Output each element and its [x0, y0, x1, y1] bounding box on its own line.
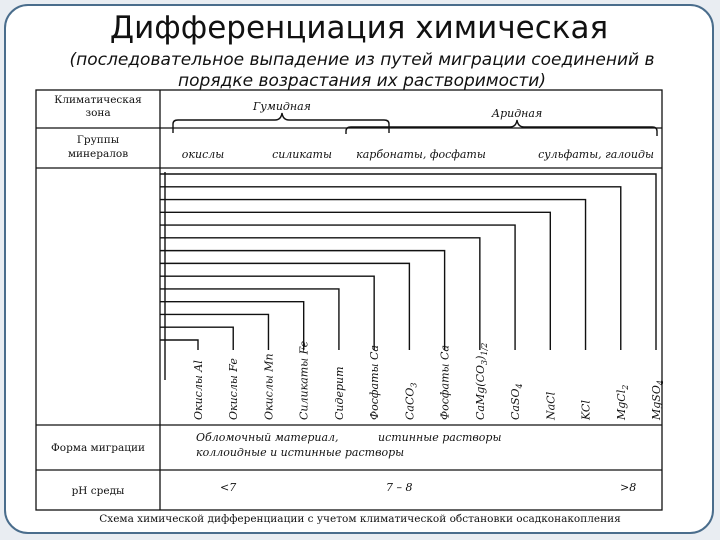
compound-label: Фосфаты Ca [439, 345, 452, 420]
table-border [35, 89, 663, 511]
arid-brace [345, 119, 658, 136]
migration-path [160, 173, 657, 350]
compound-label: Силикаты Fe [298, 340, 311, 420]
migration-paths [160, 172, 657, 380]
ph-value-alkaline: >8 [620, 481, 636, 494]
table-grid [35, 89, 663, 511]
row-label-groups-1: Группы [77, 134, 119, 146]
migration-path [160, 300, 305, 350]
migration-label-clastic: Обломочный материал, [196, 431, 339, 444]
slide-frame: Дифференциация химическая (последователь… [4, 4, 714, 534]
compound-label: CaSO4 [509, 383, 524, 420]
migration-path [160, 224, 516, 350]
group-label-carbonates-phosphates: карбонаты, фосфаты [356, 148, 486, 161]
migration-path [160, 186, 622, 350]
migration-path [160, 262, 411, 350]
row-label-climate-2: зона [85, 107, 110, 119]
humid-brace [172, 112, 390, 133]
zone-arid-label: Аридная [491, 107, 543, 120]
migration-path [160, 249, 446, 350]
ph-value-neutral: 7 – 8 [386, 481, 413, 494]
migration-label-colloidal: коллоидные и истинные растворы [196, 446, 404, 459]
group-label-sulfates-halides: сульфаты, галоиды [538, 148, 654, 161]
migration-path [160, 326, 234, 350]
compound-label: Фосфаты Ca [368, 345, 381, 420]
slide-title: Дифференциация химическая [109, 10, 609, 46]
group-label-oxides: окислы [182, 148, 224, 161]
compound-label: Окислы Fe [227, 358, 240, 420]
row-label-migration: Форма миграции [51, 442, 145, 454]
migration-path [160, 275, 375, 350]
compound-labels: Окислы Al Окислы Fe Окислы Mn Силикаты Fe Си… [192, 340, 665, 421]
migration-label-true-solutions: истинные растворы [378, 431, 501, 444]
compound-label: CaCO3 [403, 382, 418, 420]
migration-path [160, 211, 552, 350]
row-label-climate-1: Климатическая [54, 94, 142, 106]
compound-label: Окислы Al [192, 360, 205, 420]
ph-value-acid: <7 [220, 481, 236, 494]
migration-path [160, 288, 340, 350]
slide-subtitle: (последовательное выпадение из путей миг… [69, 50, 655, 91]
row-label-groups-2: минералов [68, 148, 128, 160]
migration-path [160, 339, 199, 350]
group-label-silicates: силикаты [272, 148, 332, 161]
compound-label: Окислы Mn [262, 353, 275, 420]
compound-label: KCl [580, 400, 593, 421]
zone-braces [172, 112, 658, 136]
migration-path [160, 313, 270, 350]
row-label-ph: рН среды [72, 485, 125, 497]
compound-label: MgSO4 [650, 380, 665, 421]
migration-path [160, 237, 481, 350]
compound-label: Сидерит [333, 366, 346, 420]
scheme-caption: Схема химической дифференциации с учетом… [99, 513, 621, 525]
zone-humid-label: Гумидная [252, 100, 311, 113]
migration-path [160, 198, 587, 350]
compound-label: CaMg(CO3)1/2 [474, 343, 489, 420]
compound-label: MgCl2 [615, 385, 630, 421]
compound-label: NaCl [544, 391, 557, 421]
